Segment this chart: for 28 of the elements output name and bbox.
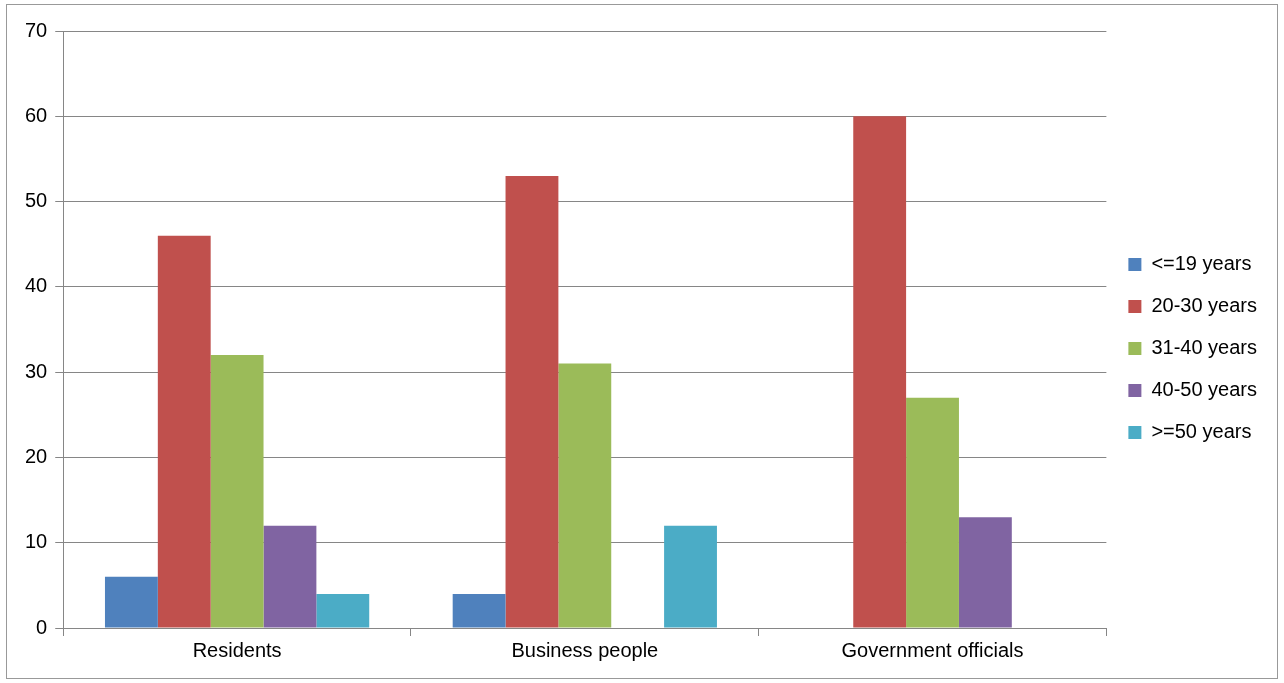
y-tick-label: 70 xyxy=(25,18,48,41)
y-tick-label: 60 xyxy=(25,103,48,126)
y-tick-label: 50 xyxy=(25,189,48,212)
legend-label: 31-40 years xyxy=(1151,336,1258,359)
x-tick-label: Residents xyxy=(192,638,282,661)
y-tick-label: 20 xyxy=(25,444,48,467)
bar xyxy=(664,525,717,628)
y-tick-label: 40 xyxy=(25,274,48,297)
legend-label: 20-30 years xyxy=(1151,294,1258,317)
y-tick-label: 10 xyxy=(25,530,48,553)
bar xyxy=(104,576,158,628)
legend-label: 40-50 years xyxy=(1151,378,1258,401)
bar xyxy=(263,525,317,628)
bar xyxy=(157,235,211,628)
legend-label: <=19 years xyxy=(1151,252,1252,275)
bar xyxy=(210,355,264,628)
bar xyxy=(505,175,559,628)
bar xyxy=(316,593,370,628)
y-tick-label: 30 xyxy=(25,359,48,382)
x-tick-label: Government officials xyxy=(841,638,1024,661)
x-tick-label: Business people xyxy=(511,638,659,661)
bar xyxy=(958,517,1012,628)
legend-label: >=50 years xyxy=(1151,420,1252,443)
bar xyxy=(452,593,506,628)
y-tick-label: 0 xyxy=(36,615,48,638)
bar xyxy=(906,397,959,628)
bar xyxy=(853,116,907,628)
bar xyxy=(558,363,612,628)
